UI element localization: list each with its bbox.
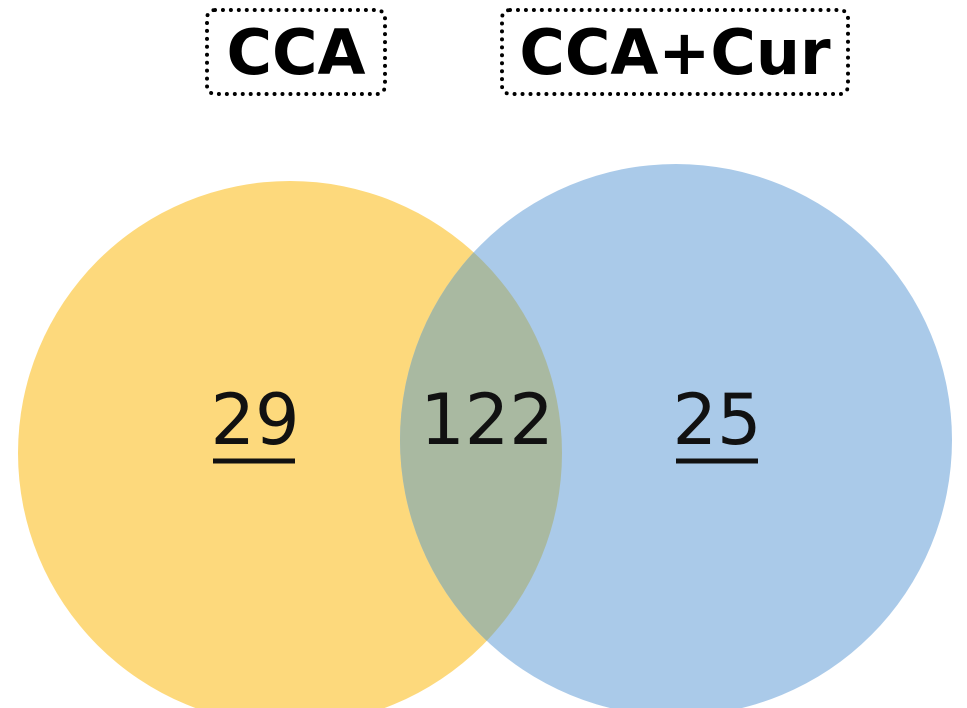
set-circle-cca [18,181,562,708]
count-cca-cur-only: 25 [672,379,761,461]
set-label: CCA [205,8,387,96]
set-label: CCA+Cur [500,8,850,96]
count-cca-only: 29 [210,379,299,461]
count-shared: 122 [420,379,554,461]
set-circle-cca-cur [400,164,952,708]
